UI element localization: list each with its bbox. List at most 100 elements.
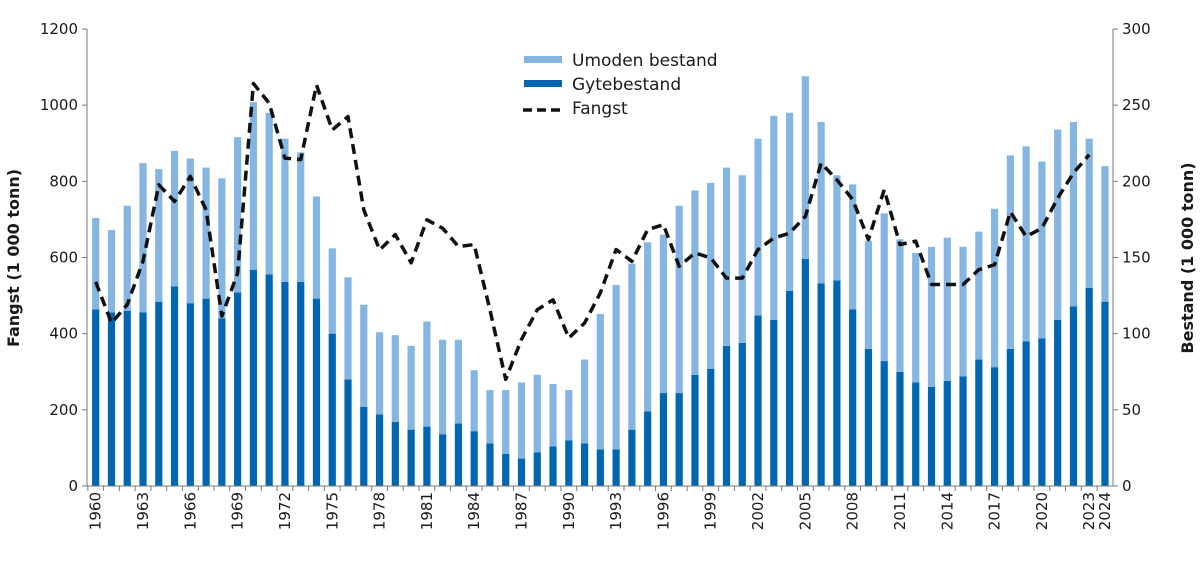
bar-gytebestand-2012: [912, 382, 920, 486]
x-tick-label-2008: 2008: [844, 492, 862, 530]
bar-gytebestand-1984: [470, 431, 478, 486]
bar-gytebestand-1979: [391, 422, 399, 486]
bar-umoden-1962: [123, 205, 131, 311]
bar-umoden-1974: [312, 196, 321, 299]
x-tick-label-2005: 2005: [796, 492, 814, 530]
bar-umoden-2009: [864, 240, 873, 349]
bar-gytebestand-1976: [344, 379, 352, 486]
bar-umoden-2011: [896, 239, 904, 372]
bar-umoden-1977: [360, 304, 368, 407]
bar-umoden-1982: [439, 339, 447, 435]
bar-umoden-1986: [502, 390, 510, 455]
bar-umoden-1985: [486, 390, 494, 444]
bar-umoden-1991: [580, 359, 589, 444]
left-tick-label-200: 200: [49, 401, 78, 419]
bar-umoden-1990: [565, 390, 573, 441]
bar-umoden-1981: [423, 321, 431, 427]
bar-gytebestand-1983: [454, 423, 463, 486]
bar-umoden-1979: [391, 335, 399, 423]
bar-umoden-2004: [785, 112, 794, 292]
bar-gytebestand-1980: [407, 429, 415, 486]
bar-gytebestand-2022: [1069, 306, 1078, 486]
left-tick-label-1200: 1200: [40, 20, 78, 38]
bar-gytebestand-1970: [249, 269, 257, 486]
bar-umoden-2022: [1069, 121, 1078, 307]
bar-gytebestand-1994: [628, 429, 636, 486]
bar-umoden-2006: [817, 121, 825, 284]
bar-umoden-1988: [533, 374, 541, 453]
x-tick-label-1972: 1972: [276, 492, 294, 530]
x-tick-label-1999: 1999: [702, 492, 720, 530]
bar-gytebestand-2004: [785, 291, 794, 486]
bar-umoden-1992: [596, 313, 604, 450]
bar-umoden-1975: [328, 248, 336, 334]
right-axis-title: Bestand (1 000 tonn): [1178, 162, 1197, 353]
left-tick-labels: 0 200 400 600 800 1000 1200: [40, 20, 78, 495]
bar-umoden-1961: [107, 230, 116, 313]
legend-label-umoden: Umoden bestand: [572, 51, 718, 71]
x-tick-label-1987: 1987: [513, 492, 531, 530]
x-tick-labels: 1960 1963 1966 1969 1972 1975 1978 1981 1984 1987…: [87, 492, 1114, 530]
bar-umoden-2014: [943, 237, 951, 381]
bar-gytebestand-2007: [833, 280, 841, 486]
bar-gytebestand-1968: [218, 318, 226, 486]
bar-umoden-1971: [265, 112, 273, 275]
bar-gytebestand-2023: [1085, 287, 1093, 486]
bar-gytebestand-2011: [896, 371, 904, 486]
bar-umoden-2024: [1101, 166, 1109, 302]
bars-layer: [92, 76, 1109, 486]
bar-gytebestand-2009: [864, 348, 873, 486]
bar-umoden-1960: [92, 217, 100, 310]
left-tick-label-1000: 1000: [40, 96, 78, 114]
left-tick-label-800: 800: [49, 172, 78, 190]
bar-umoden-1966: [186, 158, 194, 304]
fangst-line: [94, 81, 1091, 382]
right-tick-label-150: 150: [1122, 249, 1151, 267]
bar-umoden-1983: [454, 339, 463, 424]
bar-umoden-1984: [470, 370, 478, 432]
x-tick-label-1984: 1984: [465, 492, 483, 530]
bar-umoden-2003: [770, 115, 778, 320]
bar-umoden-2013: [927, 246, 936, 387]
bar-umoden-1963: [139, 163, 147, 313]
bar-gytebestand-1963: [139, 312, 147, 486]
bar-umoden-1987: [517, 382, 526, 459]
bar-umoden-1976: [344, 277, 352, 380]
bar-gytebestand-2000: [722, 345, 731, 486]
bar-gytebestand-1974: [312, 298, 321, 486]
bar-umoden-2010: [880, 213, 888, 362]
bar-gytebestand-1988: [533, 452, 541, 486]
bar-gytebestand-1973: [297, 281, 305, 486]
bar-umoden-2017: [990, 208, 999, 368]
bar-gytebestand-2003: [770, 319, 778, 486]
bar-umoden-2018: [1006, 155, 1014, 349]
bar-gytebestand-1966: [186, 303, 194, 486]
legend-label-fangst: Fangst: [572, 99, 628, 119]
bar-umoden-1998: [691, 190, 699, 375]
x-tick-label-1993: 1993: [607, 492, 625, 530]
bar-gytebestand-1978: [375, 414, 384, 486]
bar-gytebestand-1998: [691, 374, 699, 486]
bar-gytebestand-2006: [817, 283, 825, 486]
right-tick-label-50: 50: [1122, 401, 1141, 419]
x-tick-label-2014: 2014: [938, 492, 956, 530]
bar-gytebestand-1962: [123, 310, 131, 486]
bar-gytebestand-2019: [1022, 341, 1030, 486]
bar-gytebestand-2008: [849, 309, 857, 486]
x-tick-label-2017: 2017: [986, 492, 1004, 530]
bar-gytebestand-1969: [234, 292, 242, 486]
x-tick-label-2024: 2024: [1096, 492, 1114, 530]
legend-swatch-gyte: [524, 80, 562, 87]
bar-gytebestand-1990: [565, 440, 573, 486]
bar-gytebestand-2014: [943, 380, 951, 486]
bar-gytebestand-2024: [1101, 301, 1109, 486]
bar-gytebestand-1981: [423, 426, 431, 486]
bar-gytebestand-1991: [580, 443, 589, 486]
bar-umoden-1989: [549, 383, 557, 447]
right-tick-label-200: 200: [1122, 172, 1151, 190]
x-tick-label-1960: 1960: [87, 492, 105, 530]
bar-gytebestand-1987: [517, 458, 526, 486]
bar-umoden-1999: [707, 182, 715, 369]
x-tick-label-1990: 1990: [560, 492, 578, 530]
bar-gytebestand-1975: [328, 333, 336, 486]
